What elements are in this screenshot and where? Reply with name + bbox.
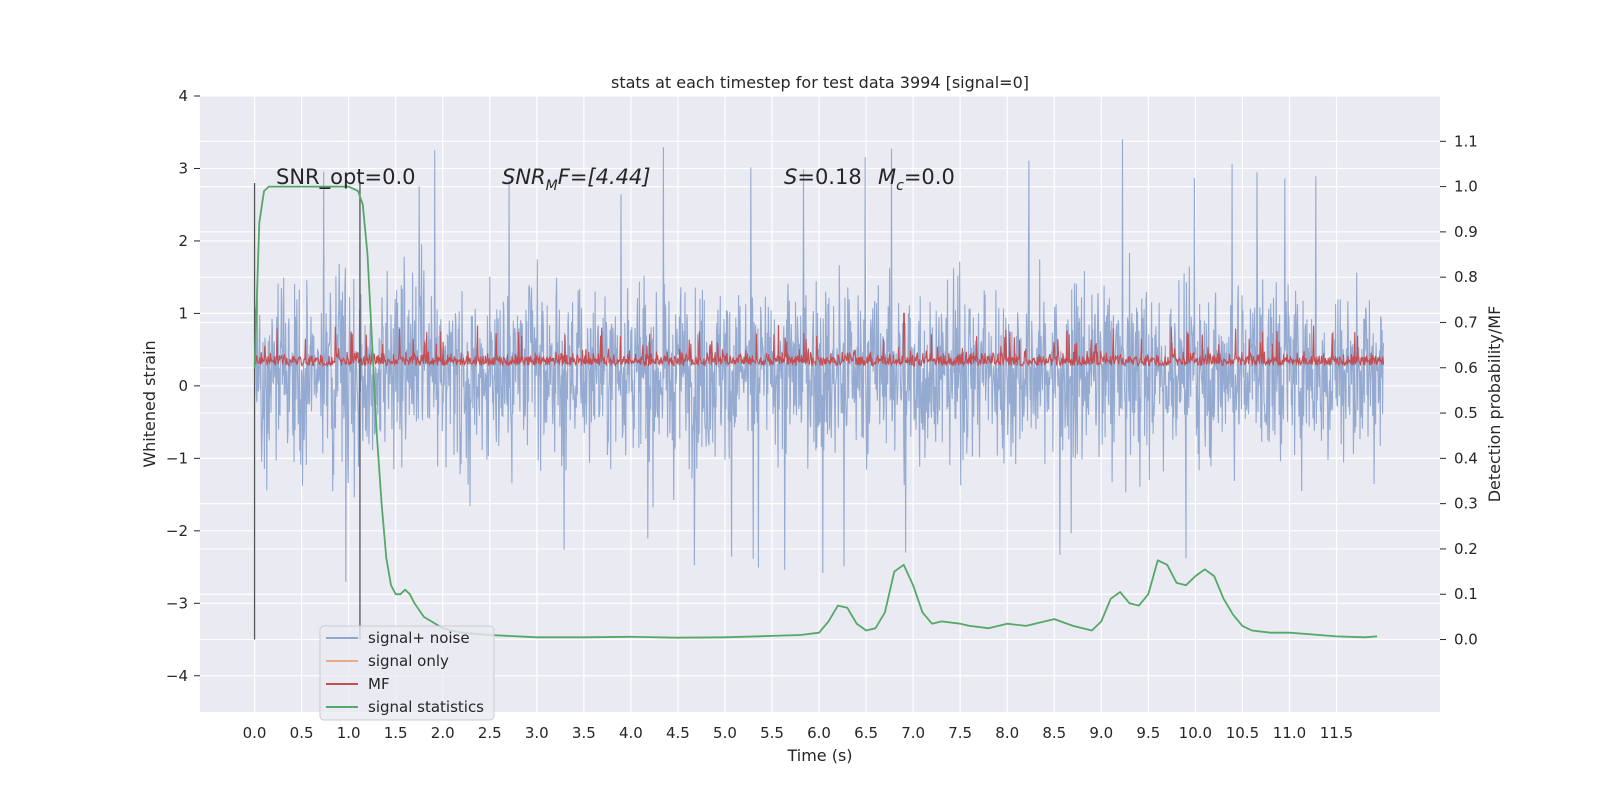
y2-tick-label: 0.6 bbox=[1454, 359, 1478, 377]
x-tick-label: 9.0 bbox=[1089, 724, 1113, 742]
x-tick-label: 3.5 bbox=[572, 724, 596, 742]
y2-axis-ticks: 1.1 1.0 0.9 0.8 0.7 0.6 0.5 0.4 0.3 0.2 0.1 0.0 bbox=[1440, 132, 1478, 649]
signal-statistics-series bbox=[253, 185, 1378, 639]
x-tick-label: 11.0 bbox=[1273, 724, 1306, 742]
x-tick-label: 6.5 bbox=[854, 724, 878, 742]
y-tick-label: 0 bbox=[178, 377, 188, 395]
x-axis-ticks: 0.0 0.5 1.0 1.5 2.0 2.5 3.0 3.5 4.0 4.5 5.0 5.5 6.0 6… bbox=[243, 724, 1354, 742]
x-tick-label: 2.5 bbox=[478, 724, 502, 742]
chart-title: stats at each timestep for test data 399… bbox=[611, 73, 1029, 92]
x-tick-label: 4.0 bbox=[619, 724, 643, 742]
y2-tick-label: 0.0 bbox=[1454, 631, 1478, 649]
x-tick-label: 11.5 bbox=[1320, 724, 1353, 742]
y-tick-label: −1 bbox=[166, 449, 188, 467]
y-axis-ticks: 4 3 2 1 0 −1 −2 −3 −4 bbox=[166, 87, 200, 685]
mc-base: M bbox=[878, 165, 896, 189]
y2-tick-label: 1.0 bbox=[1454, 178, 1478, 196]
x-tick-label: 5.5 bbox=[760, 724, 784, 742]
signal-noise-series bbox=[254, 139, 1385, 582]
y-tick-label: −4 bbox=[166, 667, 188, 685]
y2-tick-label: 0.5 bbox=[1454, 404, 1478, 422]
y-tick-label: 3 bbox=[178, 159, 188, 177]
y2-tick-label: 1.1 bbox=[1454, 132, 1478, 150]
y-tick-label: 2 bbox=[178, 232, 188, 250]
snr-mf-sub: M bbox=[546, 178, 558, 194]
y2-tick-label: 0.9 bbox=[1454, 223, 1478, 241]
vertical-lines bbox=[253, 182, 361, 640]
legend-label-signal-only: signal only bbox=[368, 652, 449, 670]
x-tick-label: 0.5 bbox=[290, 724, 314, 742]
x-tick-label: 4.5 bbox=[666, 724, 690, 742]
x-tick-label: 6.0 bbox=[807, 724, 831, 742]
mf-series bbox=[254, 312, 1385, 368]
x-tick-label: 3.0 bbox=[525, 724, 549, 742]
legend-label-signal-noise: signal+ noise bbox=[368, 629, 470, 647]
x-tick-label: 8.0 bbox=[995, 724, 1019, 742]
y-tick-label: 1 bbox=[178, 304, 188, 322]
x-tick-label: 2.0 bbox=[431, 724, 455, 742]
snr-mf-rest: F=[4.44] bbox=[558, 165, 651, 189]
y-axis-label: Whitened strain bbox=[140, 340, 159, 467]
y2-tick-label: 0.8 bbox=[1454, 268, 1478, 286]
x-axis-label: Time (s) bbox=[786, 746, 852, 765]
y-tick-label: 4 bbox=[178, 87, 188, 105]
x-tick-label: 7.0 bbox=[901, 724, 925, 742]
snr-mf-base: SNR bbox=[502, 165, 546, 189]
legend-label-mf: MF bbox=[368, 675, 390, 693]
snr-mf-annotation: SNRMF=[4.44] bbox=[502, 165, 651, 194]
mc-rest: =0.0 bbox=[904, 165, 955, 189]
x-tick-label: 10.0 bbox=[1179, 724, 1212, 742]
x-tick-label: 7.5 bbox=[948, 724, 972, 742]
x-tick-label: 10.5 bbox=[1226, 724, 1259, 742]
signal-statistics-line bbox=[253, 185, 1378, 639]
x-tick-label: 8.5 bbox=[1042, 724, 1066, 742]
mc-sub: c bbox=[896, 178, 904, 194]
x-tick-label: 5.0 bbox=[713, 724, 737, 742]
x-tick-label: 0.0 bbox=[243, 724, 267, 742]
s-rest: =0.18 bbox=[797, 165, 861, 189]
y-tick-label: −3 bbox=[166, 594, 188, 612]
mf-line bbox=[254, 312, 1385, 368]
y2-axis-label: Detection probability/MF bbox=[1485, 306, 1504, 503]
y2-tick-label: 0.4 bbox=[1454, 449, 1478, 467]
y2-tick-label: 0.1 bbox=[1454, 585, 1478, 603]
y2-tick-label: 0.2 bbox=[1454, 540, 1478, 558]
mc-annotation: Mc=0.0 bbox=[878, 165, 955, 194]
x-tick-label: 1.5 bbox=[384, 724, 408, 742]
legend: signal+ noise signal only MF signal stat… bbox=[319, 625, 495, 721]
y-tick-label: −2 bbox=[166, 522, 188, 540]
snr-opt-annotation: SNR_opt=0.0 bbox=[276, 165, 416, 190]
x-tick-label: 1.0 bbox=[337, 724, 361, 742]
s-base: S bbox=[784, 165, 797, 189]
legend-box bbox=[319, 625, 495, 721]
x-tick-label: 9.5 bbox=[1136, 724, 1160, 742]
y2-tick-label: 0.3 bbox=[1454, 495, 1478, 513]
legend-label-signal-statistics: signal statistics bbox=[368, 698, 484, 716]
y2-tick-label: 0.7 bbox=[1454, 313, 1478, 331]
s-annotation: S=0.18 bbox=[784, 165, 862, 189]
signal-noise-line bbox=[254, 139, 1385, 582]
